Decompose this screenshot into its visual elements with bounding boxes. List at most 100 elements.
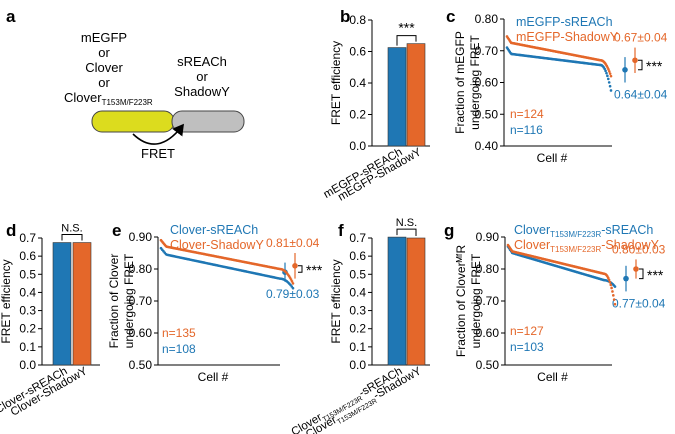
panel-e-ylabel-line-2: undergoing FRET (122, 253, 136, 348)
panel-e-significance-bracket (298, 265, 303, 273)
panel-g-series-2-point (608, 280, 612, 284)
donor-label-line-4: or (98, 75, 110, 90)
panel-f-ytick-label: 0.5 (349, 267, 366, 281)
panel-g-series-2-point (606, 276, 610, 280)
panel-b-significance-bracket (396, 35, 417, 46)
panel-e-series-2-point (291, 282, 295, 285)
panel-g-legend-1: CloverT153M/F223R-sREACh (514, 223, 653, 239)
panel-f-significance-label: N.S. (396, 217, 417, 229)
panel-g-legend-1-base: Clover (514, 223, 550, 237)
panel-c-series-1-point (609, 89, 613, 92)
panel-d-ytick-label: 0.0 (19, 358, 36, 372)
panel-label-e: e (112, 221, 121, 240)
panel-c-xlabel: Cell # (537, 151, 568, 165)
panel-c-significance-label: *** (646, 58, 663, 74)
panel-g-legend-2: CloverT153M/F223R-ShadowY (514, 238, 660, 254)
panel-c-ylabel-line-2: undergoing FRET (468, 34, 482, 129)
panel-g-mean-label-1: 0.77±0.04 (612, 296, 666, 310)
panel-g-mean-point-1 (623, 275, 629, 282)
panel-b-ytick-label: 0.8 (349, 13, 366, 27)
panel-c-ytick-label: 0.70 (475, 44, 499, 58)
panel-g-series-2-point (609, 283, 613, 287)
panel-g-ytick-label: 0.90 (476, 230, 500, 244)
panel-g-series-2-point (607, 278, 611, 282)
panel-d-ytick-label: 0.4 (19, 285, 36, 299)
fret-arrow (132, 123, 184, 145)
panel-d-ytick-label: 0.7 (19, 231, 36, 245)
panel-c-legend-1: mEGFP-sREACh (516, 15, 613, 29)
panel-g-series-2-point (611, 290, 614, 293)
panel-g-n-label-2: n=127 (510, 324, 544, 338)
panel-g-series-2-point (612, 294, 615, 297)
panel-c-series-2-point (608, 70, 611, 73)
acceptor-label-line-2: or (196, 69, 208, 84)
panel-c-ytick-label: 0.60 (475, 76, 499, 90)
panel-label-c: c (446, 7, 455, 26)
panel-g-significance-bracket (639, 268, 644, 280)
panel-f-ytick-label: 0.6 (349, 249, 366, 263)
panel-c-mean-label-1: 0.64±0.04 (614, 88, 668, 102)
panel-f-ytick-label: 0.1 (349, 340, 366, 354)
panel-f-bar-1 (387, 236, 407, 366)
panel-d-ytick-label: 0.2 (19, 322, 36, 336)
panel-c-series-2-point (608, 72, 612, 75)
panel-e-series-1-point (291, 286, 295, 290)
panel-b-significance-label: *** (398, 20, 415, 36)
panel-g-mean-label-2: 0.80±0.03 (612, 242, 666, 256)
panel-g-ylabel-line-2: undergoing FRET (469, 253, 483, 348)
panel-g-ytick-label: 0.50 (476, 358, 500, 372)
panel-g-series-2-point (612, 298, 616, 301)
panel-c-ytick-label: 0.40 (475, 139, 499, 153)
panel-g-ytick-label: 0.60 (476, 326, 500, 340)
panel-e-legend-2: Clover-ShadowY (170, 238, 264, 252)
panel-b-ytick-label: 0.0 (349, 139, 366, 153)
panel-g-legend-2-suffix: -ShadowY (601, 238, 659, 252)
panel-g-xlabel: Cell # (537, 370, 568, 384)
panel-f-ytick-label: 0.2 (349, 322, 366, 336)
acceptor-label-line-3: ShadowY (174, 84, 230, 99)
panel-g-legend-2-subscript: T153M/F223R (550, 245, 601, 254)
panel-c-series-2-point (607, 68, 610, 71)
panel-g-series-1-point (613, 285, 617, 288)
panel-f-ytick-label: 0.4 (349, 285, 366, 299)
panel-d-bar-2 (72, 242, 92, 366)
panel-e-series-2-point (289, 278, 293, 281)
fret-arrow-label: FRET (141, 146, 175, 161)
panel-a: a mEGFP or Clover or CloverT153M/F223R s… (6, 7, 245, 161)
panel-e-n-label-2: n=135 (162, 326, 196, 340)
panel-f-bar-2 (406, 237, 426, 366)
panel-e-series-2-point (290, 280, 294, 283)
panel-d-ytick-label: 0.6 (19, 249, 36, 263)
panel-e-mean-point-2 (292, 263, 298, 269)
panel-d-ytick-label: 0.5 (19, 267, 36, 281)
panel-g-n-label-1: n=103 (510, 340, 544, 354)
panel-c-legend-2: mEGFP-ShadowY (516, 30, 619, 44)
panel-e-mean-label-2: 0.81±0.04 (266, 236, 320, 250)
panel-g-ytick-label: 0.80 (476, 262, 500, 276)
donor-label-line-3: Clover (85, 60, 123, 75)
panel-e-mean-label-1: 0.79±0.03 (266, 287, 320, 301)
panel-d-bar-1 (52, 242, 72, 366)
panel-g-mean-point-2 (633, 266, 639, 272)
panel-e-xlabel: Cell # (198, 370, 229, 384)
panel-e-ytick-label: 0.80 (129, 262, 153, 276)
panel-e-ytick-label: 0.90 (129, 230, 153, 244)
panel-c-mean-point-1 (622, 67, 628, 73)
panel-e-ytick-label: 0.70 (129, 294, 153, 308)
panel-c-mean-label-2: 0.67±0.04 (614, 31, 668, 45)
panel-d-ytick-label: 0.3 (19, 304, 36, 318)
panel-e-significance-label: *** (306, 262, 323, 278)
panel-e-n-label-1: n=108 (162, 342, 196, 356)
donor-mutant-label: CloverT153M/F223R (64, 90, 153, 107)
donor-label-line-1: mEGFP (81, 30, 127, 45)
panel-c-series-1-point (608, 84, 612, 88)
donor-mutant-sub: T153M/F223R (102, 98, 153, 107)
panel-g-ylabel-line-1: Fraction of CloverᴹᶠR (454, 245, 468, 358)
panel-b-bar-2 (406, 43, 426, 147)
panel-g-series-2-point (613, 302, 617, 306)
panel-g-legend-1-subscript: T153M/F223R (550, 230, 601, 239)
panel-c-mean-point-2 (632, 57, 638, 64)
panel-b-ylabel: FRET efficiency (329, 41, 343, 125)
donor-mutant-base: Clover (64, 90, 102, 105)
panel-c-series-1-point (606, 77, 610, 81)
